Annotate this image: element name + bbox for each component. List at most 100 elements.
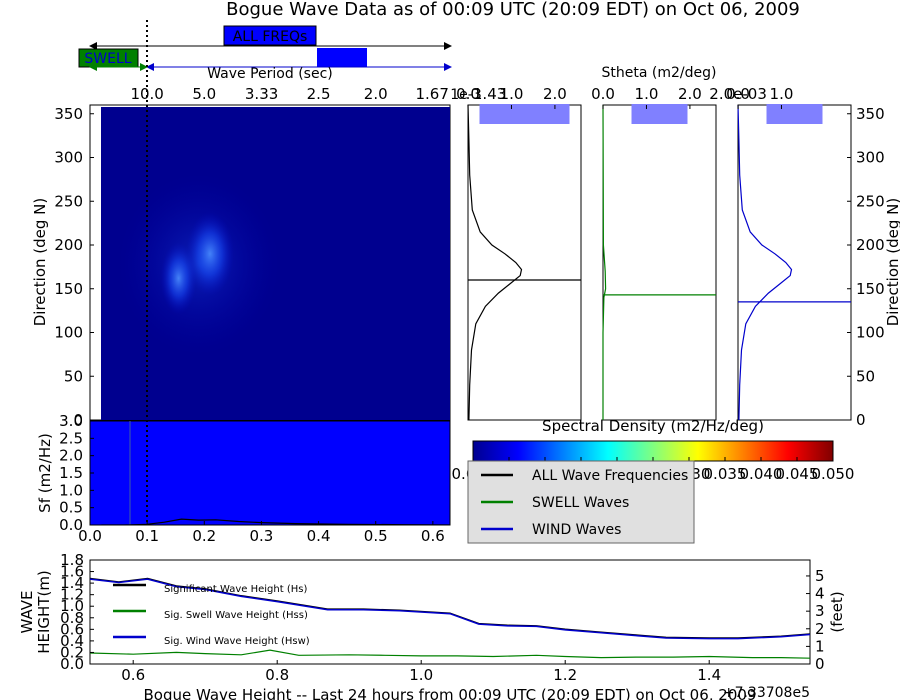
colorbar-tick-label: 0.040 [740,465,783,483]
figure-title: Bogue Wave Data as of 00:09 UTC (20:09 E… [226,0,800,20]
stheta-axis-label: Stheta (m2/deg) [602,65,717,81]
wave-height-lines [89,577,811,659]
wh-y-label-line: WAVE [18,590,36,633]
wh-legend-label: Sig. Swell Wave Height (Hss) [164,610,308,621]
wh-y-tick-label: 0.0 [60,655,84,673]
stheta-x-tick-label: 0.0 [456,85,480,103]
wh-y2-tick-label: 5 [815,567,825,585]
stheta-right-tick-label: 200 [856,236,885,254]
stheta-x-tick-label: 2.0 [543,85,567,103]
heatmap-y-tick-label: 300 [54,149,83,167]
swell-arrow-right-head [140,63,148,71]
sf-x-tick-label: 0.1 [135,527,159,545]
wh-x-tick-label: 1.2 [553,666,577,684]
spectra-legend: ALL Wave Frequencies SWELL Waves WIND Wave… [467,460,695,544]
sf-x-tick-label: 0.2 [192,527,216,545]
directional-spectrum-panel: 0 50 100 150 200 250 300 350 Direction (deg N) [31,104,451,429]
heatmap-y-tick-label: 50 [64,367,83,385]
swell-label: SWELL [84,51,131,67]
sf-y-tick-label: 0.0 [59,516,83,534]
heatmap-y-tick-label: 350 [54,105,83,123]
heatmap-y-ticks: 0 50 100 150 200 250 300 350 [54,105,94,429]
heatmap-y-tick-label: 250 [54,192,83,210]
wave-height-panel: Significant Wave Height (Hs) Sig. Swell W… [18,551,846,700]
wh-y-label: WAVEHEIGHT(m) [18,570,53,654]
all-freqs-label-box [223,25,317,46]
panel-label-box [479,104,570,124]
period-tick-label: 2.5 [307,85,331,103]
wh-frame [89,559,811,665]
stheta-right-tick-label: 150 [856,280,885,298]
stheta-x-tick-label: 1.0 [635,85,659,103]
stheta-right-y-ticks: 0 50 100 150 200 250 300 350 [847,105,885,429]
panel-label-box [766,104,823,124]
wh-legend-label: Sig. Wind Wave Height (Hsw) [164,636,310,647]
wh-x-tick-label: 0.8 [265,666,289,684]
sf-y-tick-label: 3.0 [59,412,83,430]
heatmap-y-label: Direction (deg N) [31,198,49,327]
period-tick-label: 3.33 [245,85,278,103]
wh-y-tick-label: 1.2 [60,586,84,604]
wh-y2-label: (feet) [828,591,846,632]
all-freqs-label: ALL FREQs [233,29,308,45]
stheta-panel-all: 0.0 1.0 2.0 [456,85,582,421]
period-tick-label: 2.0 [364,85,388,103]
colorbar-tick-label: 0.050 [812,465,855,483]
sf-y-tick-label: 1.5 [59,464,83,482]
wh-y-tick-label: 0.6 [60,620,84,638]
spectra-legend-label: SWELL Waves [532,495,629,511]
period-tick-label: 5.0 [192,85,216,103]
period-tick-label: 1.67 [415,85,448,103]
sf-background [89,420,451,526]
sf-y-label: Sf (m2/Hz) [36,433,54,513]
stheta-x-tick-label: 0.0 [726,85,750,103]
stheta-curve-all [467,104,523,421]
stheta-frame [467,104,582,421]
wh-y2-tick-label: 0 [815,655,825,673]
wave-height-line [89,578,811,640]
period-indicator: ALL FREQs SWELL Wave Period (sec) 10.0 5.… [78,25,506,103]
colorbar-label: Spectral Density (m2/Hz/deg) [542,417,764,435]
heatmap-y-tick-label: 200 [54,236,83,254]
period-axis-label: Wave Period (sec) [207,66,333,82]
sf-y-tick-label: 0.5 [59,499,83,517]
panel-label-box [631,104,688,124]
wind-period-box [317,48,367,67]
stheta-exponent: 1e-3 [450,87,481,103]
sf-x-tick-label: 0.6 [421,527,445,545]
wh-offset-text: +7.33708e5 [723,685,810,700]
heatmap-peaks [118,174,279,355]
stheta-right-y-label: Direction (deg N) [884,198,900,327]
stheta-right-tick-label: 100 [856,324,885,342]
wave-height-line [89,649,811,659]
sf-y-ticks: 0.00.51.01.52.02.53.0 [59,412,94,534]
wh-y-tick-label: 1.0 [60,597,84,615]
heatmap-y-tick-label: 100 [54,324,83,342]
all-freqs-arrow-left-head [89,42,97,50]
colorbar: Spectral Density (m2/Hz/deg) 0.0000.0050… [452,417,855,483]
sf-y-tick-label: 2.0 [59,447,83,465]
sf-y-tick-label: 2.5 [59,429,83,447]
stheta-curve-wind [737,104,793,421]
wh-y-tick-label: 1.6 [60,563,84,581]
period-tick-label: 10.0 [130,85,163,103]
sf-x-tick-label: 0.5 [364,527,388,545]
stheta-right-tick-label: 300 [856,149,885,167]
wh-y-tick-label: 0.4 [60,632,84,650]
wh-y-ticks: 0.00.20.40.60.81.01.21.41.61.8 [60,551,94,673]
wh-x-tick-label: 1.0 [409,666,433,684]
heatmap-y-tick-label: 150 [54,280,83,298]
heatmap-y-tick-label: 0 [73,411,83,429]
stheta-panels: 0.0 1.0 2.0 0.0 1.0 2.0 0.0 1.02.0e-03 [456,85,852,421]
stheta-right-tick-label: 50 [856,367,875,385]
stheta-x-tick-label: 2.0e-03 [709,85,767,103]
sf-x-ticks: 0.0 0.1 0.2 0.3 0.4 0.5 0.6 [78,521,445,545]
period-tick-label: 1.43 [473,85,506,103]
wh-legend-label: Significant Wave Height (Hs) [164,584,307,595]
wh-x-ticks: 0.6 0.8 1.0 1.2 1.4 [121,660,721,684]
wh-y-tick-label: 0.2 [60,643,84,661]
stheta-curve-swell [602,104,607,420]
wh-y2-tick-label: 4 [815,585,825,603]
